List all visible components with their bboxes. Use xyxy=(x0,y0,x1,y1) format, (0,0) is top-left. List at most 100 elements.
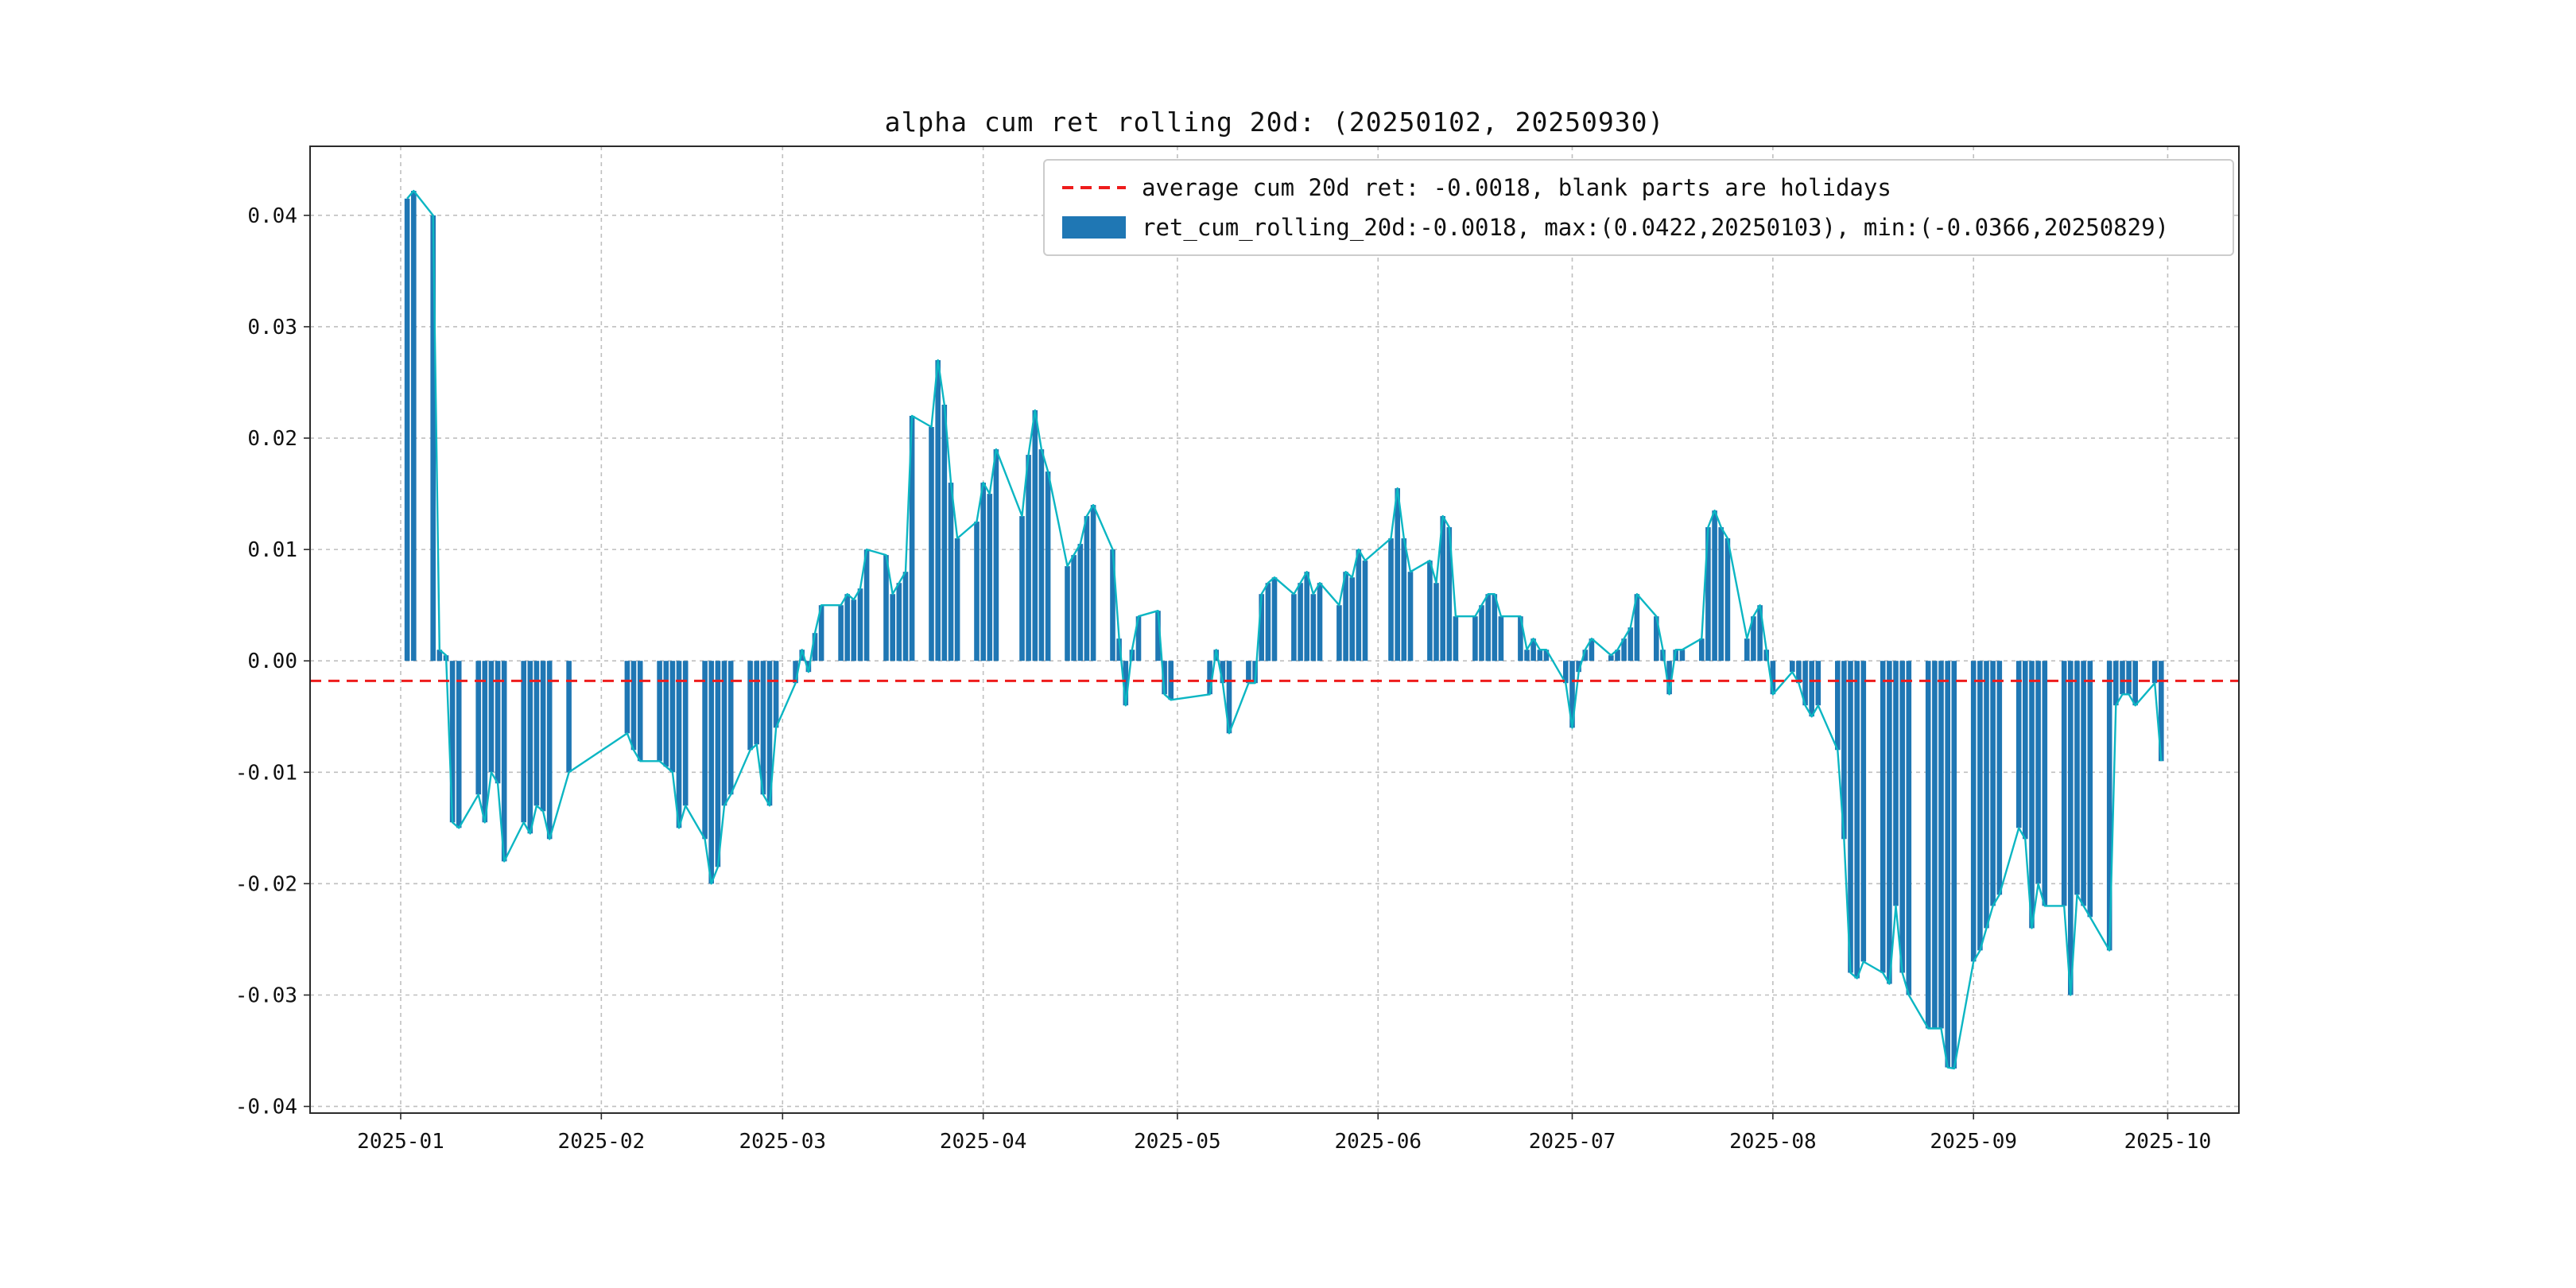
bar xyxy=(1925,661,1931,1029)
bar xyxy=(702,661,708,840)
bar xyxy=(1699,638,1705,661)
bar xyxy=(1135,616,1142,661)
bar xyxy=(1887,661,1892,984)
bar xyxy=(1317,583,1323,661)
bar xyxy=(1155,611,1161,661)
bar xyxy=(1860,661,1867,962)
bar xyxy=(495,661,501,784)
bar xyxy=(754,661,759,745)
bars xyxy=(404,191,2164,1069)
bar xyxy=(760,661,766,795)
bar xyxy=(1790,661,1795,673)
legend: average cum 20d ret: -0.0018, blank part… xyxy=(1043,159,2234,256)
bar xyxy=(954,538,960,661)
bar xyxy=(1395,488,1400,661)
bar xyxy=(818,605,824,661)
bar xyxy=(1479,605,1484,661)
bar xyxy=(1388,538,1394,661)
bar xyxy=(2023,661,2028,840)
bar xyxy=(890,594,895,661)
bar xyxy=(521,661,526,823)
bar xyxy=(1744,638,1750,661)
bar xyxy=(2029,661,2035,929)
bar xyxy=(1220,661,1226,684)
bar xyxy=(1809,661,1814,717)
bar xyxy=(501,661,507,862)
bar xyxy=(1065,566,1070,661)
plot-border xyxy=(309,145,2240,1114)
bar xyxy=(449,661,456,823)
bar xyxy=(624,661,630,734)
bar xyxy=(456,661,462,828)
y-tick-label: 0.04 xyxy=(247,204,297,228)
bar xyxy=(1336,605,1342,661)
legend-average-label: average cum 20d ret: -0.0018, blank part… xyxy=(1142,173,1891,201)
y-tick-label: -0.04 xyxy=(235,1096,297,1119)
bar xyxy=(436,650,443,661)
bar xyxy=(1712,510,1717,661)
x-tick-label: 2025-03 xyxy=(739,1130,826,1154)
bar xyxy=(1589,638,1595,661)
bar xyxy=(669,661,676,773)
bar xyxy=(1071,555,1077,661)
y-tick-label: -0.03 xyxy=(235,984,297,1008)
bar xyxy=(657,661,662,762)
bar xyxy=(902,572,909,661)
bar xyxy=(929,427,934,661)
bar xyxy=(475,661,481,795)
bar xyxy=(2132,661,2138,706)
bar xyxy=(708,661,714,884)
bar xyxy=(488,661,495,773)
bar xyxy=(1090,505,1096,661)
x-tick-label: 2025-08 xyxy=(1729,1130,1817,1154)
bar xyxy=(980,483,986,661)
bar xyxy=(1207,661,1212,695)
bar xyxy=(2035,661,2041,884)
chart-title: alpha cum ret rolling 20d: (20250102, 20… xyxy=(884,107,1665,138)
bar xyxy=(1718,527,1724,661)
bar xyxy=(1362,561,1368,661)
bar xyxy=(1880,661,1886,973)
legend-item-series: ret_cum_rolling_20d:-0.0018, max:(0.0422… xyxy=(1062,214,2215,241)
bar xyxy=(1938,661,1944,1029)
bar xyxy=(2068,661,2074,995)
bar xyxy=(1472,616,1478,661)
bar xyxy=(430,215,436,661)
bar xyxy=(1226,661,1232,734)
bar xyxy=(1932,661,1938,1029)
bar xyxy=(1077,544,1084,661)
bar xyxy=(1038,449,1045,661)
bar xyxy=(1608,655,1614,661)
bar xyxy=(1446,527,1453,661)
bar xyxy=(1615,650,1620,661)
bar xyxy=(1518,616,1523,661)
x-tick-label: 2025-06 xyxy=(1334,1130,1422,1154)
x-tick-label: 2025-05 xyxy=(1134,1130,1221,1154)
bar xyxy=(773,661,779,728)
bar xyxy=(1576,661,1581,673)
bar xyxy=(844,594,850,661)
bar xyxy=(1246,661,1251,684)
bar xyxy=(993,449,999,661)
bar xyxy=(540,661,546,812)
y-tick-label: 0.00 xyxy=(247,650,297,673)
bar xyxy=(1634,594,1640,661)
legend-item-average: average cum 20d ret: -0.0018, blank part… xyxy=(1062,174,2215,201)
bar xyxy=(715,661,721,867)
bar xyxy=(766,661,773,806)
bar xyxy=(2159,661,2164,762)
y-tick-label: 0.02 xyxy=(247,427,297,451)
bar xyxy=(1751,616,1756,661)
bar xyxy=(1563,661,1569,684)
bar xyxy=(1427,561,1433,661)
bar xyxy=(2087,661,2093,918)
bar xyxy=(1757,605,1763,661)
bar xyxy=(2106,661,2112,951)
bar xyxy=(546,661,553,840)
bar xyxy=(1537,650,1543,661)
x-tick-label: 2025-04 xyxy=(940,1130,1027,1154)
bar xyxy=(1854,661,1860,979)
bar xyxy=(851,599,857,661)
bar xyxy=(1485,594,1491,661)
